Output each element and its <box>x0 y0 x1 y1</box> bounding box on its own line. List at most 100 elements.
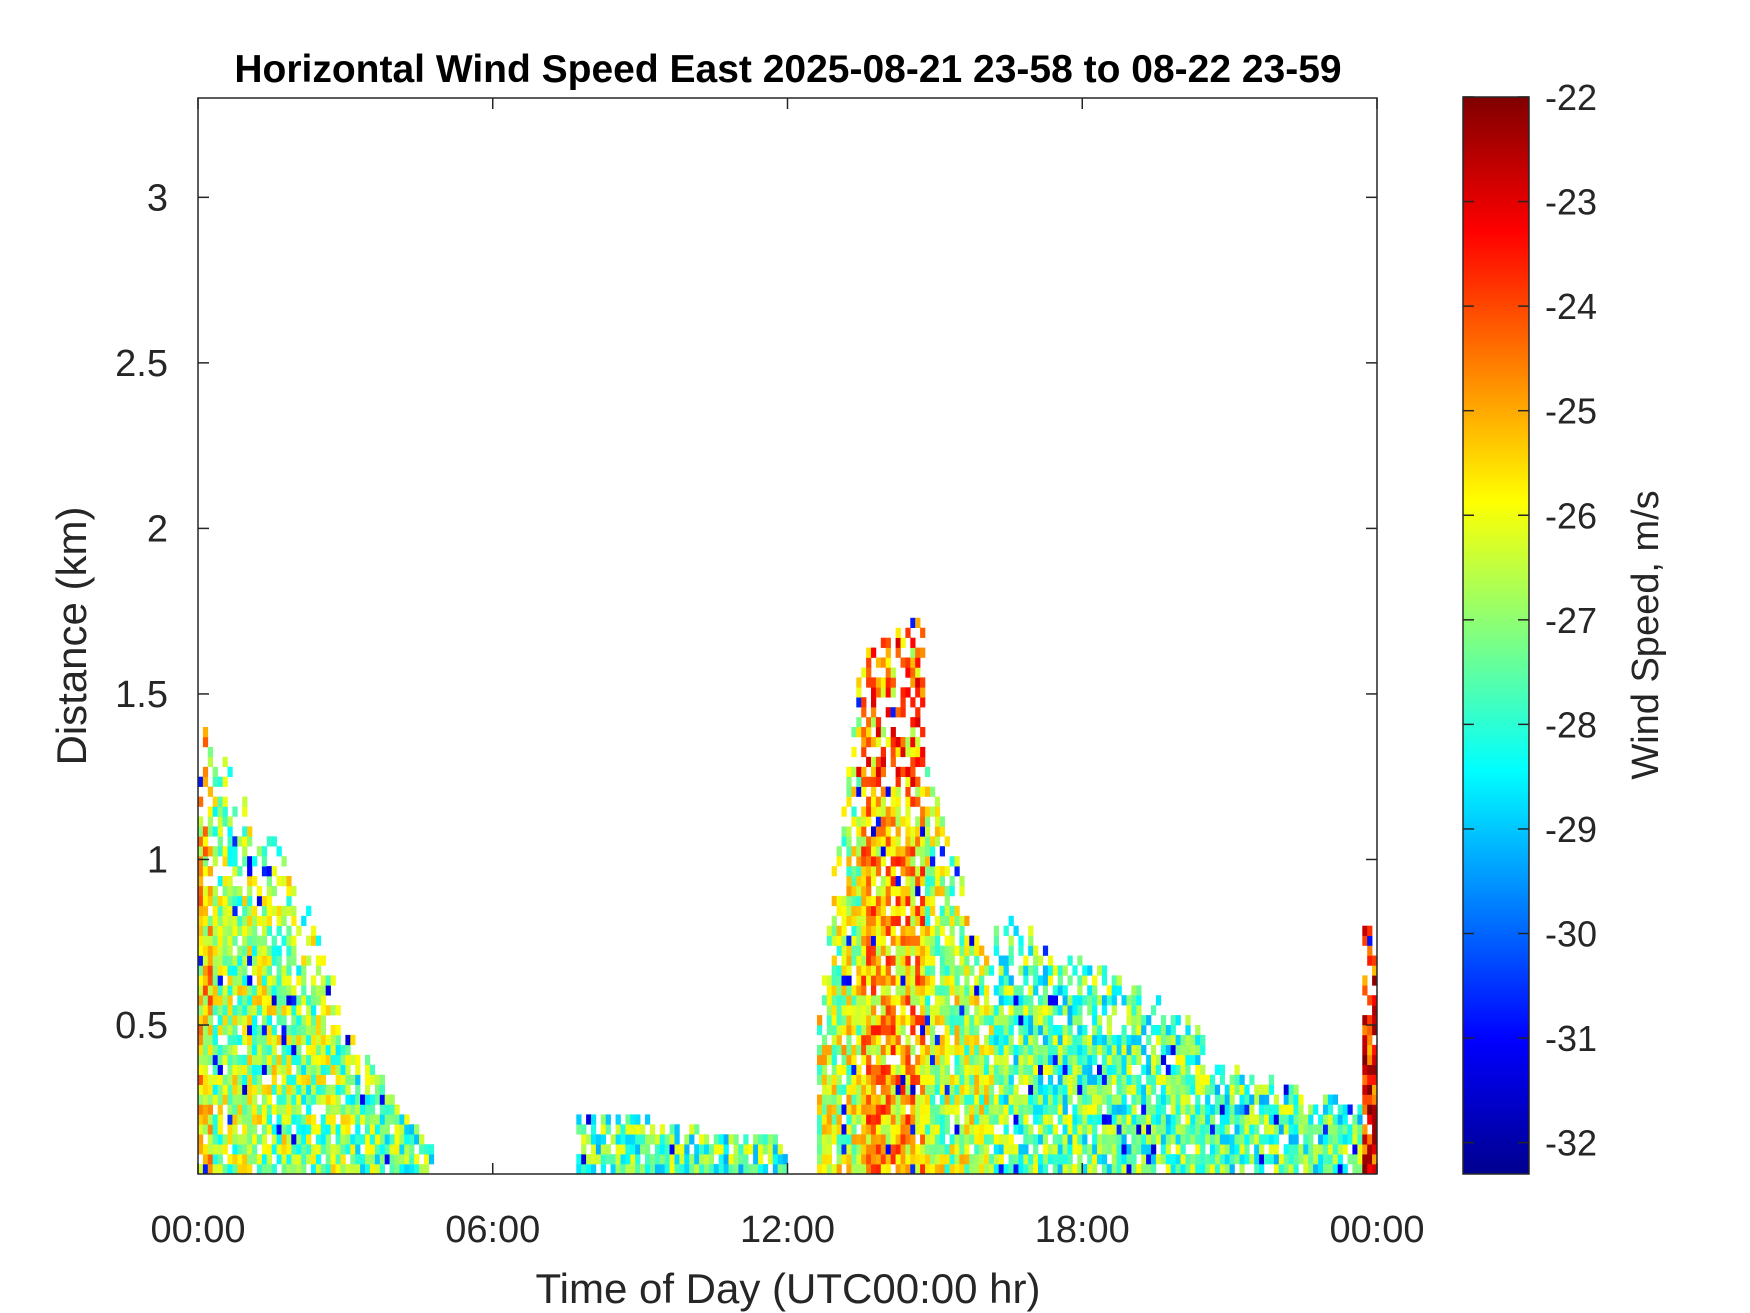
heatmap-cell <box>1146 1094 1152 1105</box>
heatmap-cell <box>1313 1124 1319 1135</box>
heatmap-cell <box>930 965 936 976</box>
heatmap-cell <box>286 935 292 946</box>
heatmap-cell <box>895 627 901 638</box>
heatmap-cell <box>866 955 872 966</box>
heatmap-cell <box>281 1005 287 1016</box>
heatmap-cell <box>296 1124 302 1135</box>
heatmap-cell <box>1077 1054 1083 1066</box>
heatmap-cell <box>1077 1025 1083 1036</box>
heatmap-cell <box>207 945 214 956</box>
heatmap-cell <box>1008 945 1014 956</box>
heatmap-cell <box>841 965 847 976</box>
heatmap-cell <box>291 1015 297 1026</box>
heatmap-cell <box>910 1134 916 1145</box>
heatmap-cell <box>1146 1104 1152 1115</box>
heatmap-cell <box>964 1054 970 1066</box>
heatmap-cell <box>866 1144 872 1155</box>
heatmap-cell <box>227 1025 233 1036</box>
heatmap-cell <box>365 1074 371 1085</box>
heatmap-cell <box>1116 1044 1122 1056</box>
heatmap-cell <box>910 1015 916 1026</box>
heatmap-cell <box>871 766 877 778</box>
heatmap-cell <box>212 895 218 907</box>
heatmap-cell <box>846 866 852 877</box>
heatmap-cell <box>954 1104 960 1115</box>
heatmap-cell <box>217 1124 223 1135</box>
heatmap-cell <box>964 1104 970 1115</box>
heatmap-cell <box>217 1164 223 1174</box>
heatmap-cell <box>237 866 243 877</box>
heatmap-cell <box>885 1154 891 1165</box>
heatmap-cell <box>1101 1164 1108 1174</box>
heatmap-cell <box>925 925 931 936</box>
heatmap-cell <box>1357 1154 1363 1165</box>
heatmap-cell <box>861 707 867 718</box>
heatmap-cell <box>846 975 852 986</box>
heatmap-cell <box>895 737 901 748</box>
heatmap-cell <box>817 1074 823 1085</box>
heatmap-cell <box>281 1025 287 1036</box>
heatmap-cell <box>969 1094 975 1105</box>
heatmap-cell <box>1097 1144 1103 1155</box>
heatmap-cell <box>1023 965 1029 976</box>
heatmap-cell <box>821 1104 828 1115</box>
heatmap-cell <box>1092 1074 1098 1085</box>
heatmap-cell <box>1057 1084 1063 1095</box>
heatmap-cell <box>286 965 292 976</box>
heatmap-cell <box>1160 1144 1167 1155</box>
heatmap-cell <box>905 846 911 857</box>
heatmap-cell <box>920 1034 926 1046</box>
heatmap-cell <box>939 905 946 917</box>
heatmap-cell <box>252 1074 258 1085</box>
heatmap-cell <box>1244 1124 1250 1135</box>
heatmap-cell <box>880 886 887 897</box>
heatmap-cell <box>1160 1044 1167 1056</box>
heatmap-cell <box>1038 995 1044 1006</box>
heatmap-cell <box>934 1064 941 1075</box>
heatmap-cell <box>1077 955 1083 966</box>
heatmap-cell <box>320 1164 327 1174</box>
heatmap-cell <box>871 975 877 986</box>
heatmap-cell <box>1101 965 1108 976</box>
heatmap-cell <box>311 1015 317 1026</box>
heatmap-cell <box>856 1144 862 1155</box>
heatmap-cell <box>315 955 322 966</box>
heatmap-cell <box>286 925 292 936</box>
heatmap-cell <box>856 717 862 728</box>
heatmap-cell <box>222 756 228 768</box>
heatmap-cell <box>340 1154 346 1165</box>
heatmap-cell <box>1155 1134 1162 1145</box>
heatmap-cell <box>1072 1144 1078 1155</box>
heatmap-cell <box>291 1034 297 1046</box>
heatmap-cell <box>1332 1124 1339 1135</box>
heatmap-cell <box>1106 1124 1113 1135</box>
heatmap-cell <box>949 925 955 936</box>
heatmap-cell <box>915 617 921 629</box>
heatmap-cell <box>1082 1044 1088 1056</box>
heatmap-cell <box>944 1084 950 1095</box>
heatmap-cell <box>247 876 253 887</box>
heatmap-cell <box>1087 1154 1093 1165</box>
heatmap-cell <box>866 915 872 927</box>
heatmap-cell <box>817 1054 823 1066</box>
heatmap-cell <box>217 1074 223 1085</box>
heatmap-cell <box>1042 1154 1049 1165</box>
heatmap-cell <box>900 1104 906 1115</box>
heatmap-cell <box>988 1005 995 1016</box>
heatmap-cell <box>979 1064 985 1075</box>
heatmap-cell <box>217 945 223 956</box>
heatmap-cell <box>1200 1044 1206 1056</box>
heatmap-cell <box>934 1134 941 1145</box>
heatmap-cell <box>217 1044 223 1056</box>
heatmap-cell <box>758 1154 764 1165</box>
heatmap-cell <box>306 1044 312 1056</box>
heatmap-cell <box>875 895 882 907</box>
heatmap-cell <box>846 905 852 917</box>
heatmap-cell <box>1155 1034 1162 1046</box>
heatmap-cell <box>905 876 911 887</box>
y-tick-label: 3 <box>147 177 168 219</box>
heatmap-cell <box>1278 1114 1285 1125</box>
heatmap-cell <box>227 886 233 897</box>
heatmap-cell <box>266 1114 273 1125</box>
heatmap-cell <box>895 876 901 887</box>
